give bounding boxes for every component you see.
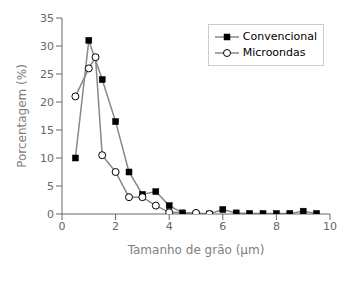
svg-text:20: 20 (40, 96, 54, 109)
svg-text:8: 8 (273, 220, 280, 233)
svg-text:4: 4 (166, 220, 173, 233)
svg-text:Porcentagem (%): Porcentagem (%) (15, 64, 29, 168)
svg-text:25: 25 (40, 68, 54, 81)
svg-text:0: 0 (47, 208, 54, 221)
html-text:Convencional: Convencional (242, 30, 317, 43)
svg-text:35: 35 (40, 12, 54, 25)
html-text:Microondas: Microondas (242, 46, 306, 59)
svg-text:30: 30 (40, 40, 54, 53)
svg-text:15: 15 (40, 124, 54, 137)
svg-text:10: 10 (40, 152, 54, 165)
svg-text:0: 0 (59, 220, 66, 233)
svg-text:Tamanho de grão (μm): Tamanho de grão (μm) (127, 243, 265, 257)
svg-text:5: 5 (47, 180, 54, 193)
svg-text:6: 6 (219, 220, 226, 233)
svg-text:10: 10 (323, 220, 337, 233)
svg-text:2: 2 (112, 220, 119, 233)
